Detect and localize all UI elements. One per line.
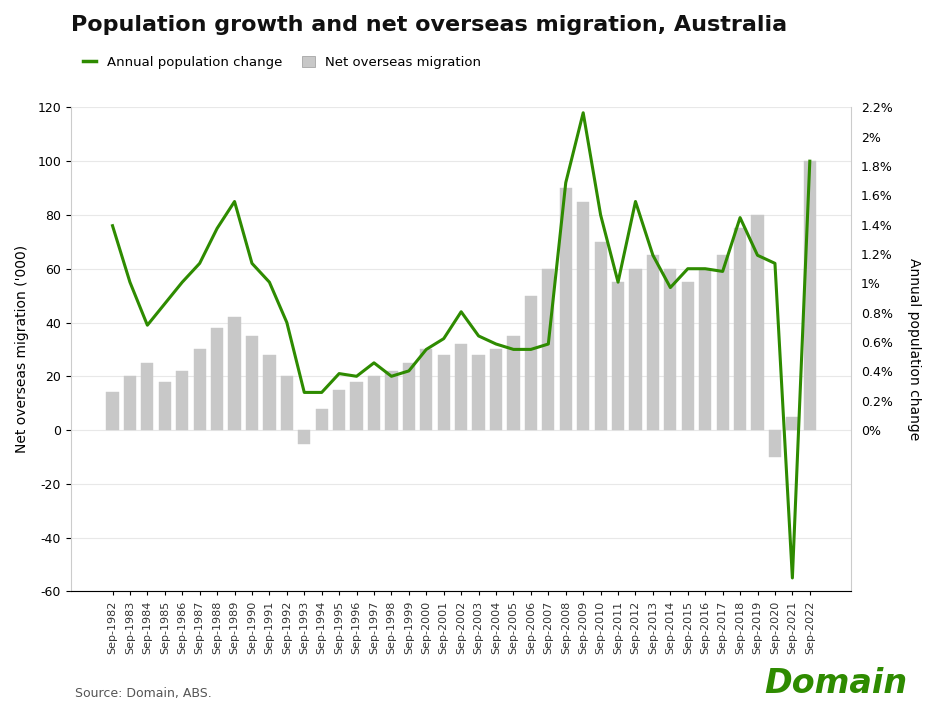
Text: Domain: Domain [765,667,908,700]
Text: Source: Domain, ABS.: Source: Domain, ABS. [75,688,212,700]
Annual population change [804,157,815,165]
Annual population change [490,340,502,348]
Annual population change [177,278,188,287]
Bar [804,161,816,430]
Bar [402,363,415,430]
Bar [786,417,798,430]
Bar [699,269,711,430]
Bar [647,256,659,430]
Annual population change [735,213,746,222]
Annual population change [212,224,223,232]
Bar [752,215,764,430]
Annual population change [159,299,170,308]
Annual population change [124,278,136,287]
Annual population change [699,265,710,273]
Bar [315,408,328,430]
Line: Annual population change: Annual population change [112,113,810,578]
Annual population change [420,345,431,353]
Annual population change [595,210,607,219]
Annual population change [682,265,694,273]
Annual population change [752,251,763,260]
Bar [560,188,572,430]
Bar [386,371,398,430]
Bar [333,390,345,430]
Bar [473,355,485,430]
Bar [263,355,275,430]
Bar [438,355,450,430]
Bar [734,228,746,430]
Text: Population growth and net overseas migration, Australia: Population growth and net overseas migra… [71,15,787,35]
Annual population change [438,334,449,343]
Y-axis label: Net overseas migration ('000): Net overseas migration ('000) [15,245,29,453]
Bar [629,269,641,430]
Annual population change [333,370,344,378]
Bar [141,363,154,430]
Y-axis label: Annual population change: Annual population change [907,258,921,441]
Annual population change [456,308,467,316]
Bar [281,376,293,430]
Bar [107,392,119,430]
Bar [299,430,311,444]
Annual population change [508,345,519,353]
Bar [246,336,258,430]
Annual population change [386,372,397,380]
Bar [490,349,502,430]
Annual population change [299,388,310,396]
Annual population change [403,367,415,375]
Annual population change [612,278,623,287]
Annual population change [281,318,292,327]
Bar [124,376,136,430]
Annual population change [525,345,536,353]
Annual population change [769,259,781,268]
Annual population change [473,332,484,340]
Bar [507,336,519,430]
Bar [578,201,590,430]
Annual population change [316,388,328,396]
Annual population change [560,178,571,187]
Bar [159,382,171,430]
Annual population change [665,283,676,291]
Annual population change [543,340,554,348]
Bar [612,282,624,430]
Bar [194,349,206,430]
Legend: Annual population change, Net overseas migration: Annual population change, Net overseas m… [78,51,487,75]
Bar [717,256,729,430]
Annual population change [351,372,362,380]
Annual population change [717,268,728,276]
Bar [665,269,677,430]
Bar [350,382,362,430]
Annual population change [369,358,380,367]
Bar [211,328,223,430]
Annual population change [648,251,659,260]
Annual population change [578,108,589,117]
Bar [455,344,467,430]
Annual population change [630,197,641,206]
Annual population change [264,278,275,287]
Bar [594,242,607,430]
Annual population change [229,197,241,206]
Bar [542,269,554,430]
Bar [368,376,380,430]
Annual population change [141,321,153,329]
Annual population change [107,222,118,230]
Annual population change [246,259,257,268]
Bar [228,317,241,430]
Bar [768,430,781,457]
Annual population change [787,574,798,582]
Annual population change [194,259,205,268]
Bar [681,282,694,430]
Bar [525,296,537,430]
Bar [420,349,432,430]
Bar [176,371,188,430]
